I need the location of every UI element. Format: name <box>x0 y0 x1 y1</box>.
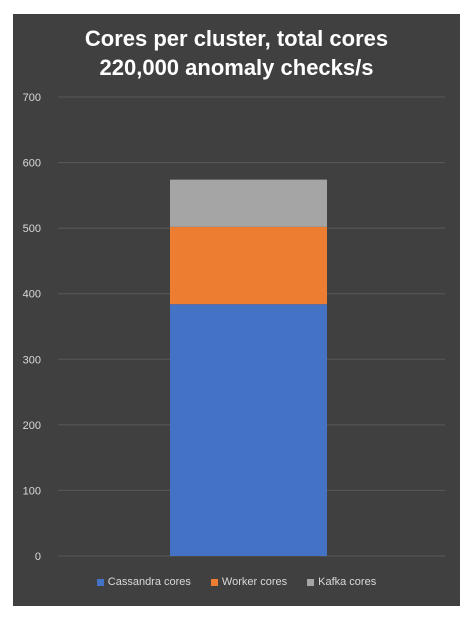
legend-swatch-worker <box>210 578 218 586</box>
bar-stack <box>170 179 327 556</box>
legend-item-cassandra: Cassandra cores <box>96 576 191 588</box>
chart-title-line-1: Cores per cluster, total cores <box>84 26 389 51</box>
legend-label-kafka: Kafka cores <box>318 576 377 588</box>
y-tick-label-700: 700 <box>23 92 41 104</box>
bar-segment-cassandra-cores <box>170 304 327 556</box>
bar-segment-worker-cores <box>170 226 327 305</box>
legend-swatch-kafka <box>307 578 315 586</box>
legend-label-worker: Worker cores <box>221 576 288 588</box>
y-axis-ticks: 0 100 200 300 400 500 600 700 <box>23 92 41 563</box>
y-tick-label-600: 600 <box>23 158 41 170</box>
legend-swatch-cassandra <box>96 578 104 586</box>
y-tick-label-100: 100 <box>23 485 41 497</box>
chart-title-line-2: 220,000 anomaly checks/s <box>99 55 374 80</box>
y-tick-label-400: 400 <box>23 289 41 301</box>
chart-title: Cores per cluster, total cores 220,000 a… <box>13 24 460 82</box>
y-tick-label-0: 0 <box>35 551 41 563</box>
y-tick-label-300: 300 <box>23 354 41 366</box>
legend-item-worker: Worker cores <box>210 576 288 588</box>
legend: Cassandra cores Worker cores Kafka cores <box>13 576 460 588</box>
chart-plot-area: 0 100 200 300 400 500 600 700 <box>23 92 445 563</box>
y-tick-label-500: 500 <box>23 223 41 235</box>
y-tick-label-200: 200 <box>23 420 41 432</box>
bar-segment-kafka-cores <box>170 179 327 227</box>
chart-panel: Cores per cluster, total cores 220,000 a… <box>13 14 460 606</box>
legend-item-kafka: Kafka cores <box>307 576 376 588</box>
legend-label-cassandra: Cassandra cores <box>107 576 191 588</box>
